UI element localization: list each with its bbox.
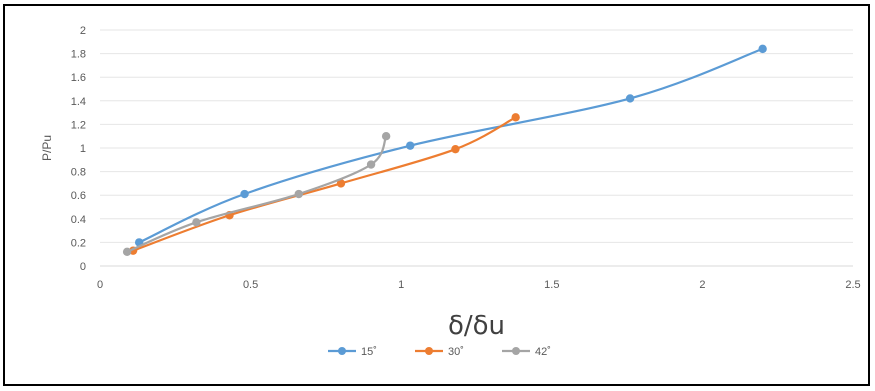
y-tick-label: 0	[80, 261, 86, 273]
x-tick-label: 2.5	[845, 279, 860, 291]
legend-label: 42˚	[535, 346, 551, 358]
series-group	[122, 44, 767, 257]
gridlines	[100, 29, 853, 243]
y-tick-labels: 0 0.2 0.4 0.6 0.8 1 1.2 1.4 1.6 1.8 2	[71, 25, 86, 273]
y-tick-label: 0.8	[71, 167, 86, 179]
y-tick-label: 1.8	[71, 49, 86, 61]
legend-item: 15˚	[328, 346, 377, 358]
series-line	[138, 47, 764, 244]
legend-label: 15˚	[361, 346, 377, 358]
y-tick-label: 2	[80, 25, 86, 37]
y-tick-label: 0.6	[71, 190, 86, 202]
x-tick-label: 0.5	[243, 279, 258, 291]
data-point	[625, 94, 635, 103]
data-point	[192, 218, 201, 227]
data-point	[381, 132, 391, 141]
data-point	[406, 141, 415, 150]
x-tick-label: 0	[97, 279, 103, 291]
legend-marker	[512, 347, 520, 355]
x-tick-label: 1	[398, 279, 404, 291]
series-line	[126, 135, 388, 253]
data-point	[511, 113, 520, 122]
data-point	[336, 179, 346, 188]
series-2	[128, 113, 520, 255]
data-point	[451, 144, 460, 154]
y-tick-label: 0.2	[71, 237, 86, 249]
legend-marker	[425, 347, 433, 355]
series-line	[132, 116, 517, 252]
y-tick-label: 0.4	[71, 214, 86, 226]
data-point	[122, 247, 132, 257]
data-point	[366, 160, 376, 169]
legend-label: 30˚	[448, 346, 464, 358]
series-3	[122, 132, 391, 257]
y-tick-label: 1.6	[71, 72, 86, 84]
data-point	[758, 44, 767, 54]
legend-marker	[338, 347, 346, 355]
legend: 15˚ 30˚ 42˚	[328, 346, 551, 358]
legend-item: 30˚	[415, 346, 464, 358]
x-tick-labels: 0 0.5 1 1.5 2 2.5	[97, 279, 861, 291]
chart-frame: 0 0.2 0.4 0.6 0.8 1 1.2 1.4 1.6 1.8 2 0 0.5 1 1.5 2 2.5…	[3, 4, 870, 386]
chart: 0 0.2 0.4 0.6 0.8 1 1.2 1.4 1.6 1.8 2 0 0.5 1 1.5 2 2.5…	[40, 25, 861, 358]
y-tick-label: 1.4	[71, 96, 86, 108]
x-tick-label: 1.5	[544, 279, 559, 291]
x-tick-label: 2	[699, 279, 705, 291]
legend-item: 42˚	[502, 346, 551, 358]
y-axis-title: P/Pu	[40, 135, 54, 161]
data-point	[294, 189, 303, 199]
data-point	[240, 189, 249, 199]
y-tick-label: 1	[80, 143, 86, 155]
x-axis-title: δ/δu	[448, 311, 505, 341]
y-tick-label: 1.2	[71, 119, 86, 131]
